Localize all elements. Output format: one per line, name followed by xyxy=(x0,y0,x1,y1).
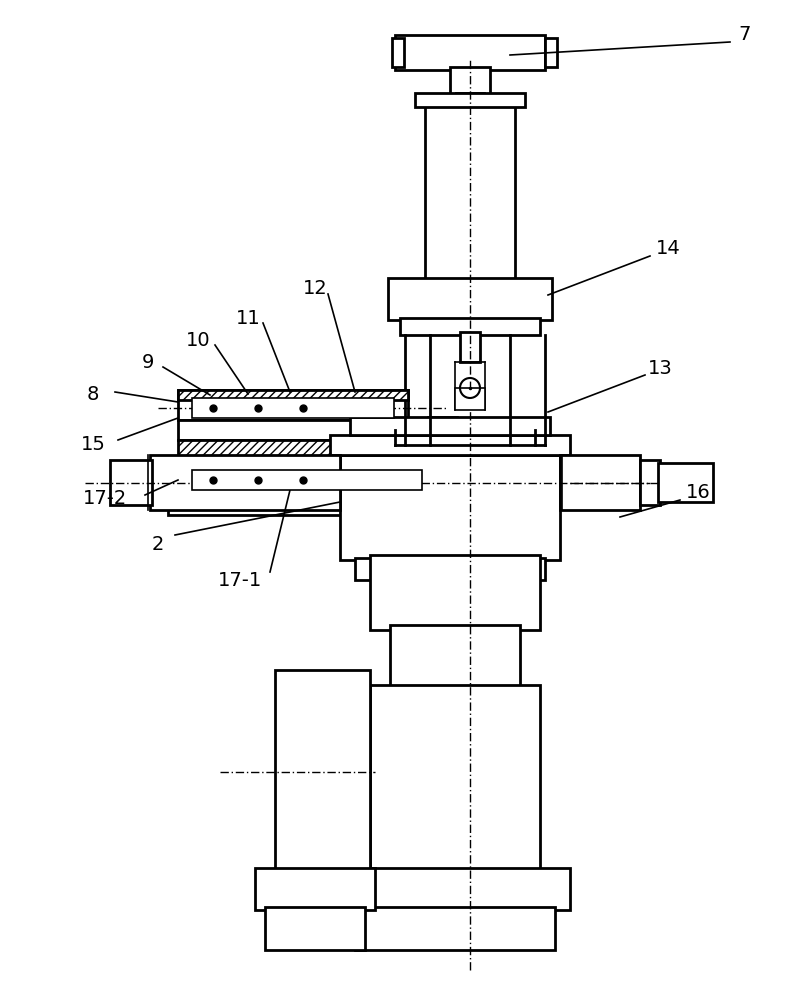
Bar xyxy=(265,907,365,950)
Text: 11: 11 xyxy=(236,308,260,328)
Bar xyxy=(390,625,520,690)
Text: 9: 9 xyxy=(142,353,154,371)
Bar xyxy=(460,332,480,362)
Bar xyxy=(545,38,557,67)
Text: 15: 15 xyxy=(81,436,105,454)
Bar xyxy=(392,38,404,67)
Bar xyxy=(178,420,438,440)
Text: 13: 13 xyxy=(648,359,672,377)
Bar xyxy=(275,670,370,870)
Bar xyxy=(455,388,485,410)
Bar xyxy=(400,318,540,335)
Text: 17-1: 17-1 xyxy=(218,570,262,589)
Bar xyxy=(456,93,484,105)
Bar xyxy=(192,398,394,418)
Text: 16: 16 xyxy=(686,483,710,502)
Bar xyxy=(330,435,570,455)
Text: 2: 2 xyxy=(152,536,164,554)
Bar xyxy=(350,417,550,435)
Bar xyxy=(178,440,428,500)
Text: 17-2: 17-2 xyxy=(83,488,127,508)
Bar xyxy=(450,67,490,95)
Bar xyxy=(425,105,515,280)
Bar xyxy=(658,463,713,502)
Bar xyxy=(178,390,408,400)
Text: 7: 7 xyxy=(739,25,751,44)
Bar xyxy=(388,278,552,320)
Bar xyxy=(560,455,640,510)
Text: 12: 12 xyxy=(303,278,327,298)
Bar xyxy=(395,35,545,70)
Bar xyxy=(178,390,408,420)
Bar xyxy=(408,418,458,435)
Bar xyxy=(370,685,540,870)
Text: 10: 10 xyxy=(186,330,210,350)
Text: 8: 8 xyxy=(86,385,99,404)
Bar xyxy=(355,558,545,580)
Bar xyxy=(192,470,422,490)
Bar xyxy=(168,498,448,515)
Bar xyxy=(415,93,525,107)
Bar xyxy=(340,455,560,560)
Text: 14: 14 xyxy=(655,238,680,257)
Bar xyxy=(355,907,555,950)
Bar xyxy=(428,417,458,442)
Bar xyxy=(370,555,540,630)
Bar xyxy=(340,868,570,910)
Bar xyxy=(640,460,660,505)
Bar xyxy=(110,460,152,505)
Bar xyxy=(255,868,375,910)
Bar xyxy=(150,455,340,510)
